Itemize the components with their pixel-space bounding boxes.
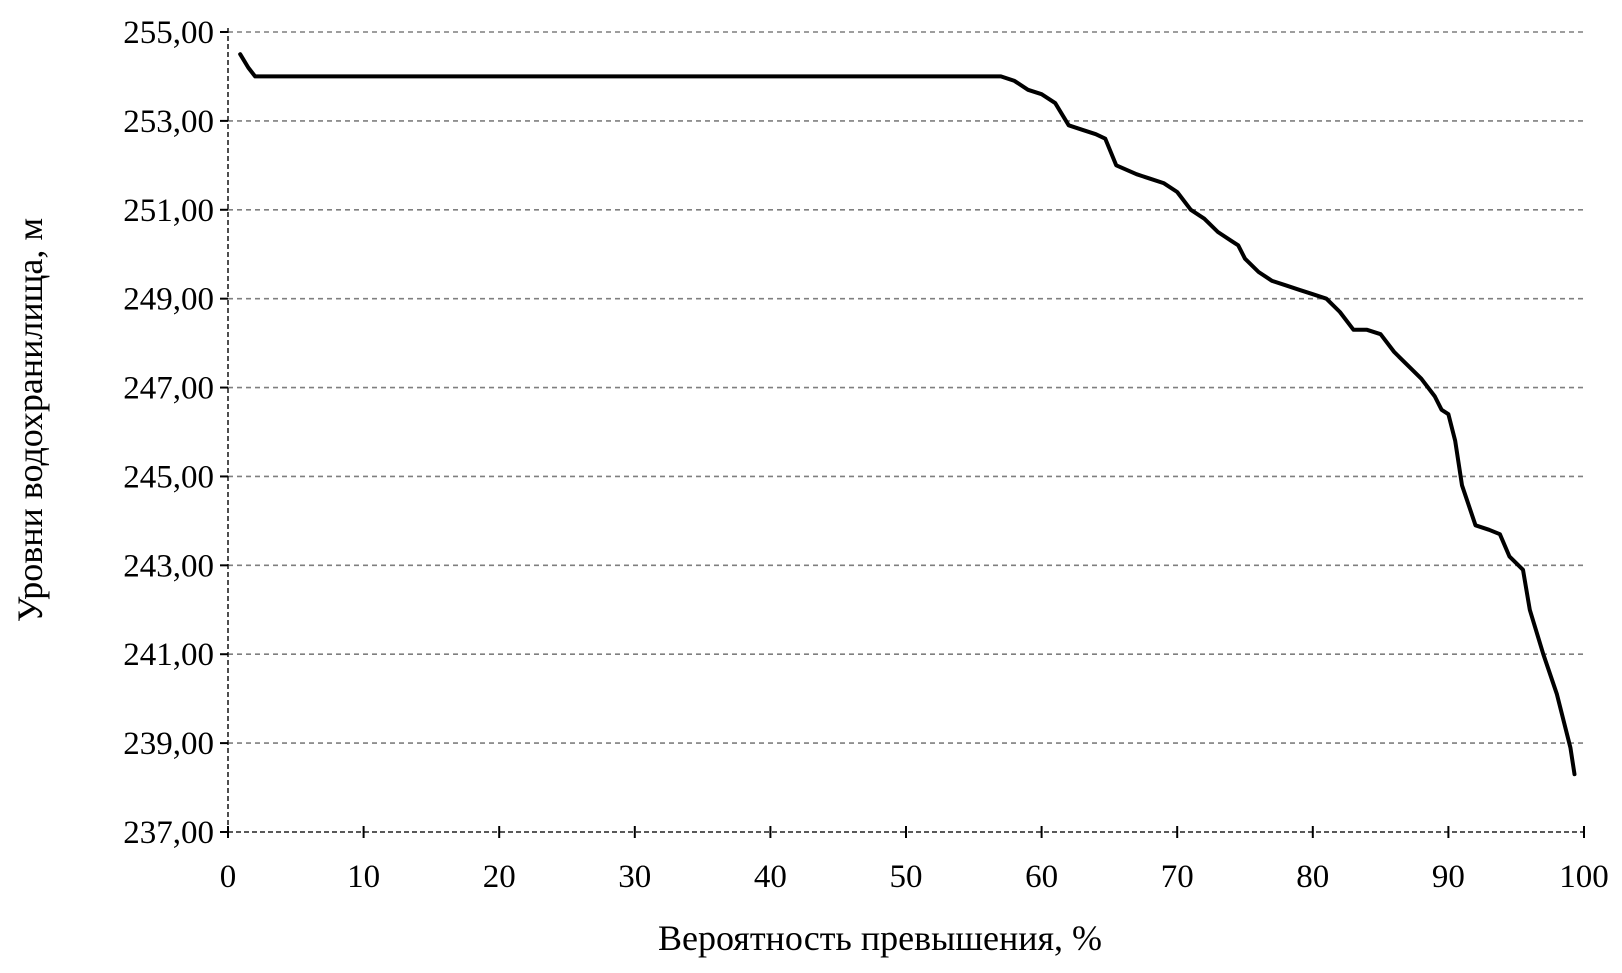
series-group	[238, 52, 1577, 777]
x-tick-label: 30	[618, 859, 651, 895]
grid-lines	[228, 31, 1584, 744]
y-tick-label: 237,00	[123, 815, 214, 851]
x-tick-label: 70	[1161, 859, 1194, 895]
y-axis-title: Уровни водохранилища, м	[10, 218, 50, 622]
x-tick-label: 50	[890, 859, 923, 895]
y-tick-label: 245,00	[123, 459, 214, 495]
x-tick-label: 80	[1296, 859, 1329, 895]
x-tick-label: 20	[483, 859, 516, 895]
x-tick-label: 10	[347, 859, 380, 895]
x-tick-label: 0	[220, 859, 237, 895]
x-axis-ticks: 0 10 20 30 40 50 60 70 80 90 100	[220, 826, 1609, 895]
x-tick-label: 60	[1025, 859, 1058, 895]
y-tick-label: 243,00	[123, 548, 214, 584]
x-tick-label: 40	[754, 859, 787, 895]
y-tick-label: 249,00	[123, 282, 214, 318]
x-tick-label: 100	[1559, 859, 1609, 895]
y-axis-ticks: 237,00 239,00 241,00 243,00 245,00 247,00 249,…	[123, 15, 228, 851]
x-axis-title: Вероятность превышения, %	[658, 918, 1102, 958]
y-tick-label: 255,00	[123, 15, 214, 51]
y-tick-label: 247,00	[123, 371, 214, 407]
axes	[227, 28, 1584, 833]
y-tick-label: 251,00	[123, 193, 214, 229]
y-tick-label: 241,00	[123, 637, 214, 673]
y-tick-label: 239,00	[123, 726, 214, 762]
series-line	[238, 52, 1577, 777]
x-tick-label: 90	[1432, 859, 1465, 895]
y-tick-label: 253,00	[123, 104, 214, 140]
